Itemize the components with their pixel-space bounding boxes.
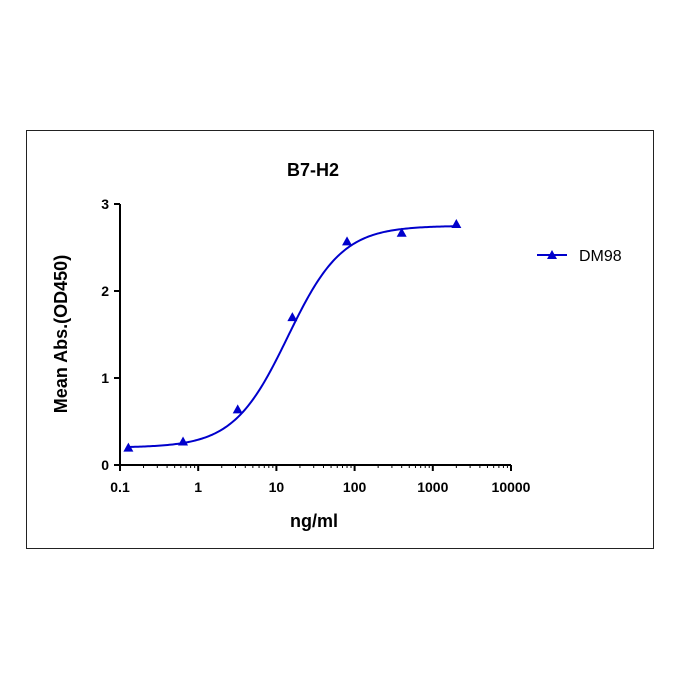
fit-curve-dm98 — [128, 225, 457, 448]
x-tick-label: 0.1 — [110, 479, 130, 495]
data-point-dm98 — [396, 227, 407, 237]
x-tick-label: 1 — [194, 479, 202, 495]
chart-frame: B7-H2 0 1 2 3 0.1 1 10 100 1000 10000 Mean Abs.(… — [26, 130, 654, 549]
x-tick-label: 100 — [343, 479, 367, 495]
data-point-dm98 — [232, 404, 243, 414]
data-point-dm98 — [287, 312, 298, 322]
series-layer — [123, 219, 462, 452]
y-axis: 0 1 2 3 — [101, 196, 121, 473]
data-point-dm98 — [451, 219, 462, 229]
x-axis: 0.1 1 10 100 1000 10000 — [110, 464, 531, 495]
x-axis-label: ng/ml — [290, 511, 338, 531]
data-point-dm98 — [123, 442, 134, 452]
data-point-dm98 — [342, 236, 353, 246]
y-tick-label: 3 — [101, 196, 109, 212]
legend: DM98 — [537, 248, 622, 265]
y-tick-label: 1 — [101, 370, 109, 386]
data-point-dm98 — [178, 436, 189, 446]
chart-title: B7-H2 — [287, 160, 339, 180]
x-tick-label: 10000 — [492, 479, 531, 495]
x-tick-label: 10 — [269, 479, 285, 495]
legend-label-dm98: DM98 — [579, 248, 622, 265]
x-tick-label: 1000 — [417, 479, 448, 495]
legend-marker-dm98 — [547, 250, 557, 259]
y-tick-label: 0 — [101, 457, 109, 473]
chart-svg: B7-H2 0 1 2 3 0.1 1 10 100 1000 10000 Mean Abs.(… — [51, 160, 622, 531]
y-tick-label: 2 — [101, 283, 109, 299]
y-axis-label: Mean Abs.(OD450) — [51, 255, 71, 413]
